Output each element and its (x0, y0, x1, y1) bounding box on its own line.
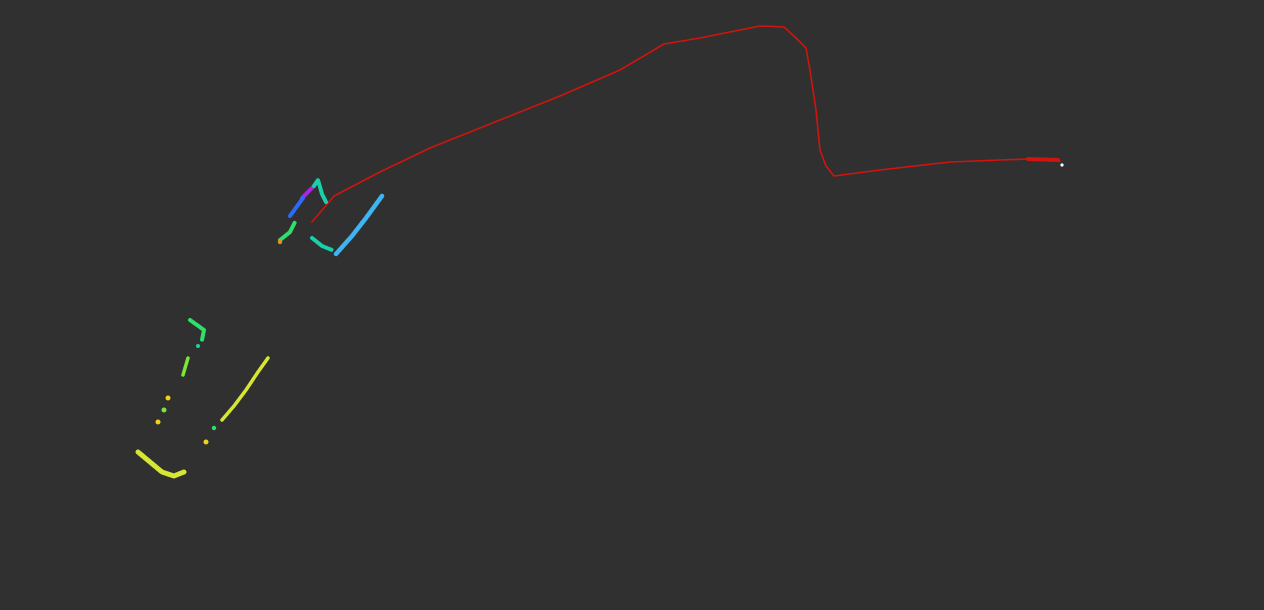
laser-scan-layer (135, 178, 385, 479)
scan-wall-yellow-lower (135, 449, 187, 479)
scan-wall-violet (300, 184, 316, 200)
scan-point (165, 395, 171, 401)
trajectory-layer (311, 25, 1061, 223)
scan-wall-green-upper (188, 318, 206, 342)
robot-marker-layer (1060, 163, 1064, 167)
scan-point (211, 425, 217, 431)
scan-wall-blue (288, 196, 305, 218)
scan-wall-teal-top (312, 178, 328, 204)
trajectory-end-segment (1026, 157, 1060, 162)
scan-point (161, 407, 167, 413)
scan-point (203, 439, 209, 445)
scan-point (155, 419, 161, 425)
robot-position-marker (1060, 163, 1064, 167)
scan-wall-sky (333, 193, 385, 257)
scan-wall-green-left (278, 220, 297, 242)
scan-wall-yellow-long (220, 356, 270, 422)
scan-wall-lime (181, 356, 190, 377)
scan-point (277, 239, 283, 245)
scan-point (196, 344, 200, 348)
robot-trajectory-path (311, 25, 1061, 223)
scan-wall-cyan-corner (310, 236, 334, 252)
